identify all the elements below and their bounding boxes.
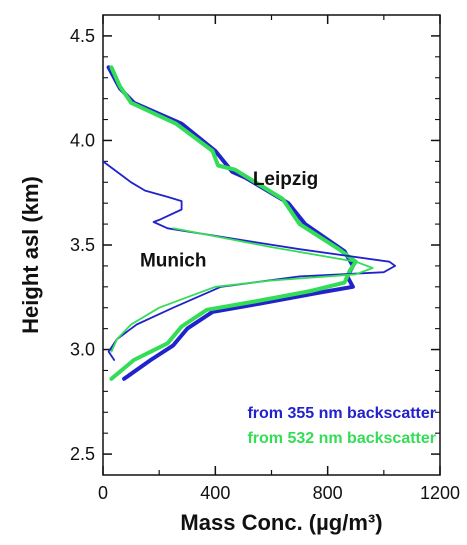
x-tick-label: 800 — [313, 483, 343, 503]
legend-entry-355nm: from 355 nm backscatter — [247, 405, 436, 422]
series-line-munich-532nm — [110, 227, 374, 353]
y-tick-label: 4.0 — [70, 130, 95, 150]
series-line-leipzig-532nm — [109, 65, 358, 381]
y-tick-label: 3.5 — [70, 235, 95, 255]
axes-layer: 0 400 800 1200 2.5 3.0 3.5 4.0 4.5 — [70, 14, 460, 503]
x-tick-label: 1200 — [420, 483, 460, 503]
y-axis-title: Height asl (km) — [18, 176, 43, 334]
legend-entry-532nm: from 532 nm backscatter — [247, 430, 436, 447]
y-tick-label: 2.5 — [70, 444, 95, 464]
series-line-leipzig-355nm — [106, 65, 355, 381]
series-layer — [102, 65, 397, 381]
y-tick-label: 3.0 — [70, 340, 95, 360]
x-tick-label: 0 — [98, 483, 108, 503]
annotation-munich: Munich — [140, 251, 207, 272]
annotation-leipzig: Leipzig — [253, 169, 318, 190]
x-axis-title: Mass Conc. (µg/m³) — [180, 510, 382, 535]
y-tick-label: 4.5 — [70, 26, 95, 46]
x-tick-label: 400 — [200, 483, 230, 503]
labels-layer: Mass Conc. (µg/m³) Height asl (km) Leipz… — [18, 169, 436, 535]
series-line-munich-355nm — [102, 160, 397, 361]
